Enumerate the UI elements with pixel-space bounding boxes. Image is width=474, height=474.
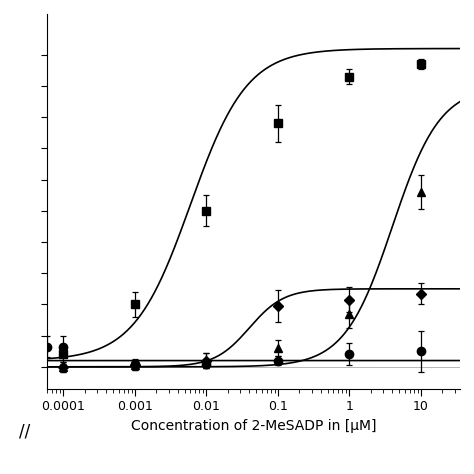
X-axis label: Concentration of 2-MeSADP in [μM]: Concentration of 2-MeSADP in [μM] [131, 419, 376, 433]
Text: //: // [19, 423, 30, 441]
